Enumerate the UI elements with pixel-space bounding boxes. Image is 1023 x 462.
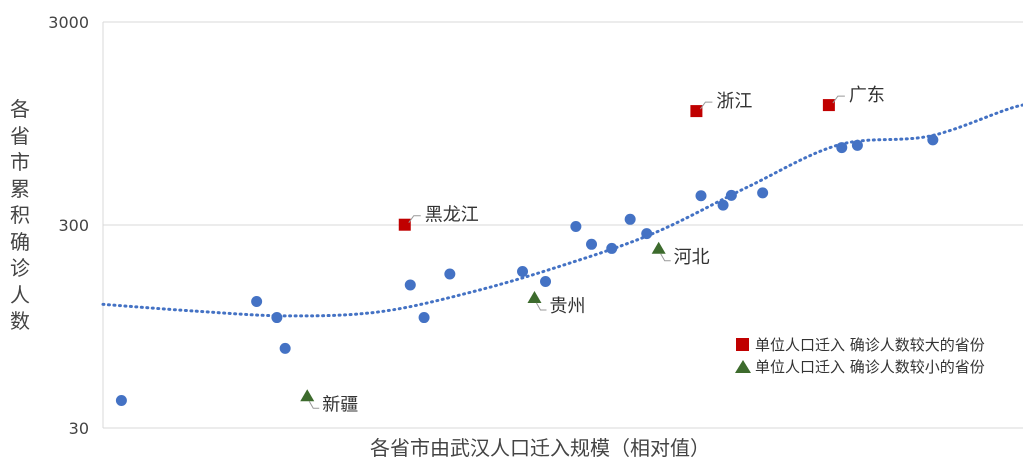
data-point bbox=[624, 213, 636, 225]
data-point bbox=[404, 279, 416, 291]
data-point bbox=[115, 394, 127, 406]
label-leader-line bbox=[408, 215, 421, 223]
high-point-label: 广东 bbox=[849, 85, 885, 106]
data-point bbox=[725, 189, 737, 201]
y-axis-title-char: 数 bbox=[10, 309, 30, 333]
y-axis-title-char: 积 bbox=[10, 203, 30, 227]
low-point-marker bbox=[300, 389, 315, 402]
data-point bbox=[641, 228, 653, 240]
y-axis-title: 各省市累积确诊人数 bbox=[0, 96, 40, 335]
y-axis-title-char: 人 bbox=[10, 282, 30, 307]
y-tick-label: 30 bbox=[69, 419, 89, 438]
data-point bbox=[606, 242, 618, 254]
high-point-marker bbox=[822, 99, 835, 112]
legend-square-marker bbox=[736, 337, 749, 351]
data-point bbox=[836, 142, 848, 154]
low-point-label: 新疆 bbox=[322, 394, 358, 415]
x-axis-title: 各省市由武汉人口迁入规模（相对值） bbox=[370, 436, 710, 460]
legend-label-high: 单位人口迁入 确诊人数较大的省份 bbox=[755, 335, 985, 354]
data-point bbox=[251, 295, 263, 307]
highlight-layer bbox=[300, 99, 835, 402]
data-point bbox=[586, 238, 598, 250]
data-point bbox=[540, 276, 552, 288]
legend-item-low: 单位人口迁入 确诊人数较小的省份 bbox=[735, 355, 985, 377]
trendline bbox=[101, 103, 1023, 318]
data-point bbox=[444, 268, 456, 280]
high-point-label: 黑龙江 bbox=[425, 205, 479, 226]
data-point bbox=[851, 139, 863, 151]
legend: 单位人口迁入 确诊人数较大的省份 单位人口迁入 确诊人数较小的省份 bbox=[735, 333, 985, 377]
low-point-marker bbox=[527, 291, 542, 304]
high-point-marker bbox=[398, 218, 411, 231]
legend-triangle-marker bbox=[735, 359, 751, 373]
data-point bbox=[695, 190, 707, 202]
label-leader-line bbox=[536, 302, 547, 311]
data-point bbox=[570, 220, 582, 232]
legend-item-high: 单位人口迁入 确诊人数较大的省份 bbox=[736, 333, 985, 355]
y-axis-title-char: 各 bbox=[10, 97, 30, 121]
legend-label-low: 单位人口迁入 确诊人数较小的省份 bbox=[755, 357, 985, 376]
y-axis-title-char: 确 bbox=[10, 229, 30, 254]
data-point bbox=[279, 342, 291, 354]
y-axis-title-char: 诊 bbox=[10, 256, 30, 280]
data-point bbox=[517, 266, 529, 278]
y-axis-title-char: 市 bbox=[10, 150, 30, 174]
data-point bbox=[757, 187, 769, 199]
data-point bbox=[271, 312, 283, 324]
label-leader-line bbox=[660, 253, 671, 262]
label-leader-line bbox=[832, 95, 845, 104]
axis-layer: 30 300 3000 bbox=[48, 13, 104, 438]
grid-layer bbox=[103, 21, 1023, 429]
label-leader-line bbox=[699, 101, 713, 110]
trendline-layer bbox=[101, 103, 1023, 318]
y-axis-title-char: 省 bbox=[10, 123, 30, 148]
y-tick-label: 300 bbox=[58, 216, 89, 235]
data-point bbox=[717, 199, 729, 211]
high-point-marker bbox=[690, 105, 703, 118]
low-point-marker bbox=[651, 241, 666, 254]
points-layer bbox=[115, 134, 939, 406]
high-point-label: 浙江 bbox=[716, 91, 752, 112]
low-point-label: 河北 bbox=[674, 247, 710, 268]
y-tick-label: 3000 bbox=[48, 13, 89, 32]
data-point bbox=[418, 312, 430, 324]
data-point bbox=[927, 134, 939, 146]
label-leader-line bbox=[308, 401, 320, 409]
low-point-label: 贵州 bbox=[549, 296, 585, 317]
y-axis-title-char: 累 bbox=[10, 176, 30, 201]
